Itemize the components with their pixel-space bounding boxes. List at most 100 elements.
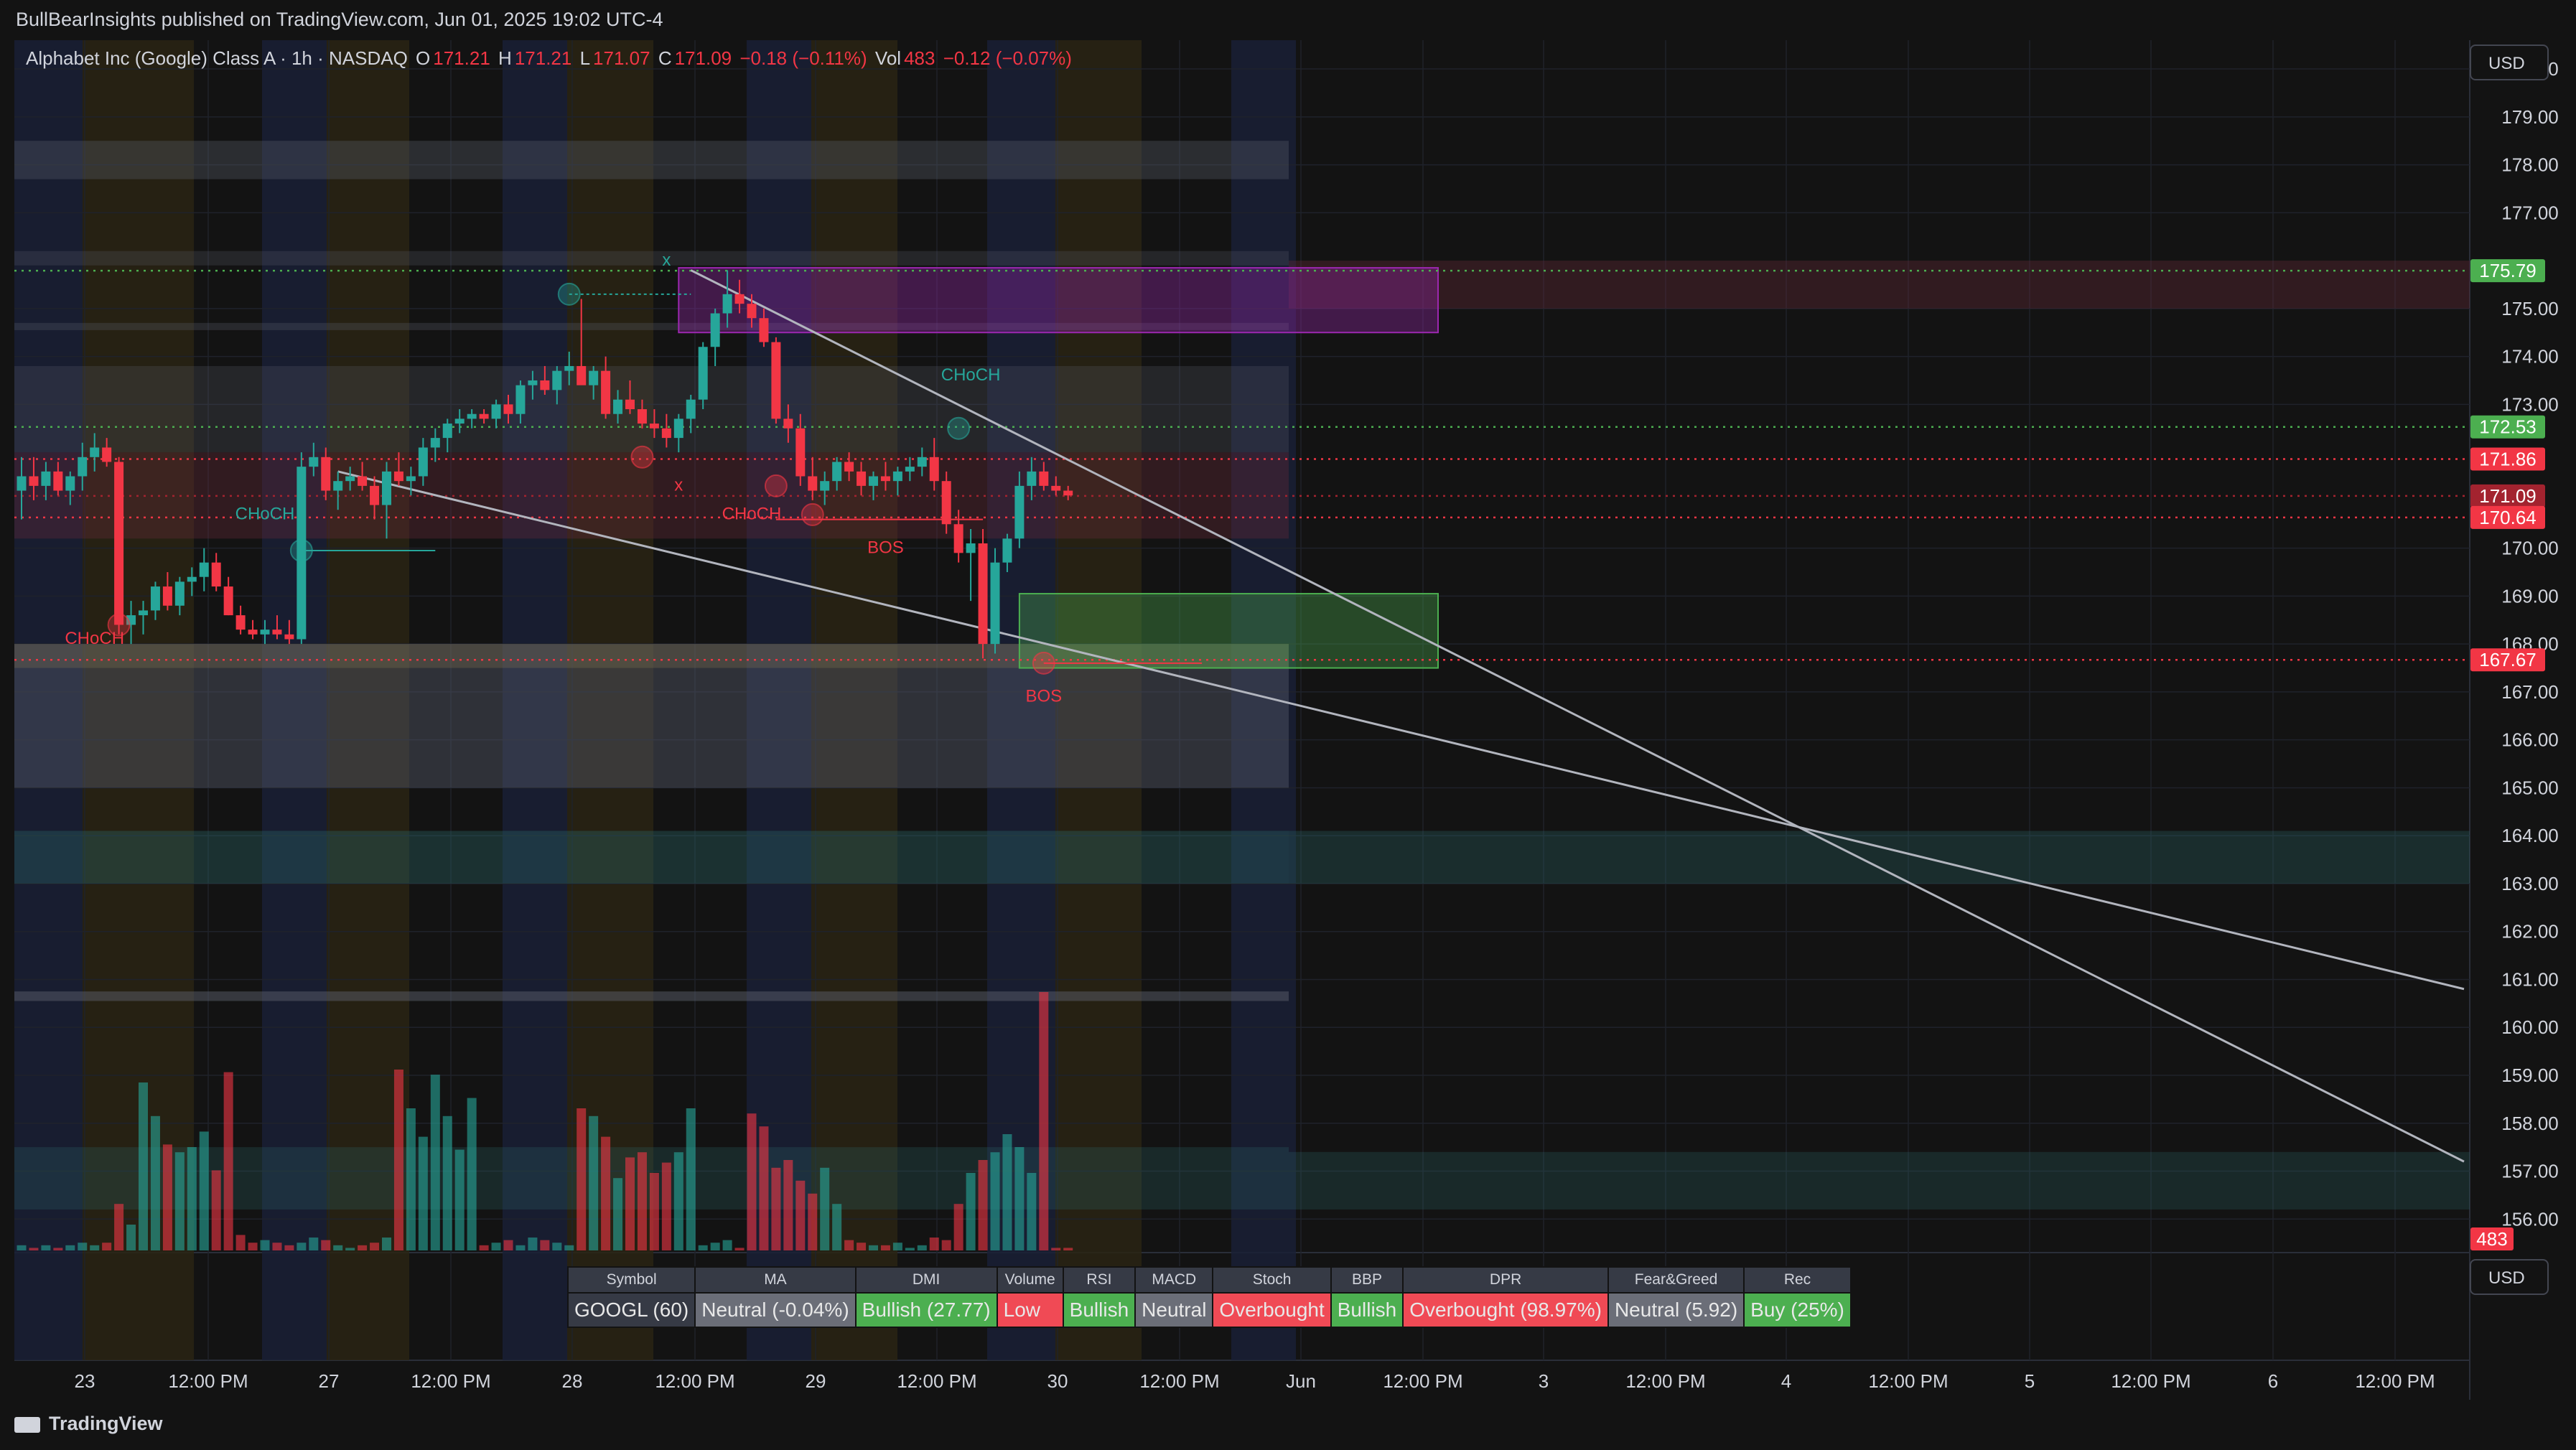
- currency-button-volume[interactable]: USD: [2470, 1259, 2549, 1295]
- level-zone: [14, 251, 1289, 266]
- volume-tag: [2470, 1227, 2514, 1250]
- structure-label: x: [674, 476, 683, 495]
- volume-bar: [491, 1243, 501, 1250]
- structure-label: CHoCH: [722, 505, 782, 524]
- candle-body: [406, 476, 416, 482]
- candle-body: [333, 481, 343, 491]
- candle-body: [515, 385, 526, 414]
- price-tick-label: 162.00: [2501, 921, 2559, 942]
- legend-high-label: H: [498, 47, 512, 69]
- candle-body: [673, 418, 683, 439]
- candle-body: [832, 462, 842, 482]
- volume-bar: [880, 1245, 890, 1250]
- volume-bar: [564, 1245, 574, 1250]
- tradingview-brand: TradingView: [49, 1413, 163, 1434]
- candle-body: [1063, 490, 1073, 496]
- volume-bar: [637, 1152, 647, 1250]
- price-tick-label: 178.00: [2501, 154, 2559, 176]
- publisher-text: BullBearInsights published on TradingVie…: [16, 9, 663, 30]
- volume-bar: [211, 1170, 221, 1250]
- candle-body: [978, 543, 988, 645]
- price-tick-label: 159.00: [2501, 1065, 2559, 1086]
- volume-bar: [686, 1108, 696, 1250]
- volume-bar: [382, 1238, 391, 1250]
- volume-bar: [65, 1245, 75, 1250]
- volume-bar: [345, 1248, 355, 1250]
- price-tag: [2470, 505, 2545, 529]
- session-band: [83, 40, 194, 1360]
- candle-body: [430, 438, 440, 448]
- volume-bar: [722, 1240, 732, 1250]
- volume-bar: [698, 1245, 708, 1250]
- indicator-header-cell: DPR: [1402, 1266, 1609, 1294]
- indicator-header-cell: Fear&Greed: [1607, 1266, 1745, 1294]
- volume-bar: [321, 1240, 331, 1250]
- volume-bar: [454, 1149, 465, 1250]
- time-tick-label: Jun: [1286, 1370, 1316, 1392]
- volume-bar: [187, 1147, 197, 1250]
- candle-body: [1014, 485, 1025, 539]
- volume-bar: [844, 1240, 854, 1250]
- demand-zone: [1018, 593, 1439, 669]
- currency-button[interactable]: USD: [2470, 45, 2549, 80]
- candle-body: [78, 457, 88, 477]
- volume-bar: [941, 1240, 951, 1250]
- candle-body: [503, 404, 513, 414]
- level-zone: [14, 322, 1289, 330]
- candle-body: [297, 467, 307, 640]
- candle-body: [41, 471, 51, 486]
- legend-change: −0.18 (−0.11%): [739, 47, 867, 69]
- candle-body: [734, 294, 745, 304]
- candle-body: [783, 418, 793, 429]
- volume-bar: [966, 1173, 976, 1250]
- volume-bar: [260, 1240, 270, 1250]
- level-zone-extended: [1289, 261, 2470, 309]
- price-tick-label: 173.00: [2501, 393, 2559, 415]
- price-tick-label: 163.00: [2501, 873, 2559, 894]
- time-tick-label: 28: [562, 1370, 583, 1392]
- time-tick-label: 4: [1781, 1370, 1791, 1392]
- indicator-header-cell: Stoch: [1212, 1266, 1332, 1294]
- candle-body: [345, 476, 355, 482]
- candle-body: [637, 409, 647, 424]
- volume-bar: [1002, 1134, 1012, 1250]
- candle-body: [857, 471, 867, 486]
- indicator-table: Symbol MA DMI Volume RSI MACD Stoch BBP DPR Fear&…: [566, 1266, 1852, 1328]
- indicator-value-cell: Overbought: [1212, 1292, 1332, 1328]
- volume-bar: [102, 1243, 112, 1250]
- candle-body: [1039, 471, 1049, 486]
- candle-body: [552, 370, 562, 390]
- candle-body: [589, 370, 599, 385]
- candle-body: [795, 428, 806, 477]
- volume-bar: [284, 1245, 294, 1250]
- structure-label: BOS: [1025, 686, 1062, 706]
- candle-body: [540, 380, 550, 390]
- legend-high-value: 171.21: [514, 47, 572, 69]
- swing-marker: [764, 474, 788, 497]
- supply-zone: [678, 267, 1439, 334]
- candle-body: [577, 365, 587, 385]
- time-tick-label: 29: [806, 1370, 826, 1392]
- candle-body: [892, 471, 902, 482]
- swing-marker: [107, 613, 131, 637]
- volume-bar: [29, 1248, 39, 1250]
- candle-body: [162, 586, 172, 606]
- price-tick-label: 158.00: [2501, 1113, 2559, 1134]
- indicator-value-cell: Low: [996, 1292, 1064, 1328]
- time-tick-label: 12:00 PM: [1139, 1370, 1219, 1392]
- volume-bar: [78, 1243, 88, 1250]
- tv-logo-icon: [14, 1416, 40, 1433]
- candle-body: [102, 447, 112, 462]
- time-tick-label: 12:00 PM: [1383, 1370, 1462, 1392]
- indicator-value-cell: Bullish: [1330, 1292, 1404, 1328]
- price-tick-label: 164.00: [2501, 825, 2559, 846]
- tradingview-logo[interactable]: TradingView: [14, 1413, 163, 1435]
- volume-bar: [857, 1243, 867, 1250]
- time-tick-label: 30: [1047, 1370, 1068, 1392]
- volume-bar: [917, 1245, 927, 1250]
- swing-marker: [947, 416, 971, 440]
- volume-bar: [41, 1245, 51, 1250]
- volume-bar: [223, 1072, 233, 1250]
- candle-body: [844, 462, 854, 472]
